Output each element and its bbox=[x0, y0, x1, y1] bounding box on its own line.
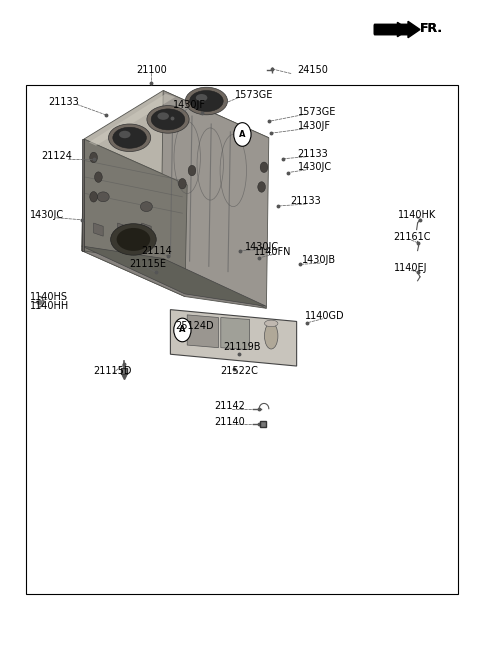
Ellipse shape bbox=[196, 94, 207, 102]
Text: 1140GD: 1140GD bbox=[305, 311, 345, 321]
Ellipse shape bbox=[190, 91, 223, 112]
Polygon shape bbox=[82, 139, 187, 297]
Polygon shape bbox=[170, 310, 297, 366]
Text: 1430JC: 1430JC bbox=[298, 162, 332, 173]
Text: A: A bbox=[239, 130, 246, 139]
Text: 1140FN: 1140FN bbox=[254, 247, 292, 257]
Text: 1140EJ: 1140EJ bbox=[394, 262, 427, 273]
Text: 1430JB: 1430JB bbox=[302, 255, 336, 266]
Text: 21522C: 21522C bbox=[220, 365, 258, 376]
Circle shape bbox=[258, 182, 265, 192]
Circle shape bbox=[95, 172, 102, 182]
Text: 24150: 24150 bbox=[298, 65, 328, 75]
Ellipse shape bbox=[151, 109, 185, 130]
Text: 1140HH: 1140HH bbox=[30, 301, 69, 312]
Text: 21115D: 21115D bbox=[94, 365, 132, 376]
Text: 1573GE: 1573GE bbox=[235, 90, 274, 100]
FancyArrow shape bbox=[374, 22, 420, 37]
Bar bbox=[26, 85, 458, 594]
Text: 1573GE: 1573GE bbox=[298, 106, 336, 117]
Ellipse shape bbox=[264, 323, 278, 349]
Polygon shape bbox=[221, 318, 250, 350]
Text: 21133: 21133 bbox=[298, 149, 328, 159]
Text: 21115E: 21115E bbox=[130, 259, 167, 270]
Ellipse shape bbox=[264, 320, 278, 327]
Text: 1430JC: 1430JC bbox=[245, 241, 279, 252]
Circle shape bbox=[90, 192, 97, 202]
Polygon shape bbox=[82, 246, 266, 306]
Text: FR.: FR. bbox=[420, 22, 443, 35]
Text: 1430JC: 1430JC bbox=[30, 210, 64, 220]
Polygon shape bbox=[142, 223, 151, 236]
Circle shape bbox=[174, 318, 191, 342]
Circle shape bbox=[260, 162, 268, 173]
Text: A: A bbox=[179, 325, 186, 335]
Polygon shape bbox=[82, 251, 266, 308]
FancyArrow shape bbox=[374, 22, 408, 37]
Ellipse shape bbox=[119, 131, 131, 138]
Circle shape bbox=[90, 152, 97, 163]
Text: 1140HK: 1140HK bbox=[398, 209, 437, 220]
Ellipse shape bbox=[185, 87, 228, 115]
Text: 21133: 21133 bbox=[290, 196, 321, 207]
Ellipse shape bbox=[97, 192, 109, 202]
Ellipse shape bbox=[117, 228, 150, 251]
Polygon shape bbox=[84, 91, 269, 185]
Polygon shape bbox=[161, 91, 269, 308]
Text: 1430JF: 1430JF bbox=[298, 121, 331, 131]
Ellipse shape bbox=[140, 202, 153, 212]
Ellipse shape bbox=[157, 112, 169, 120]
Circle shape bbox=[234, 123, 251, 146]
Text: 21140: 21140 bbox=[215, 417, 245, 427]
Ellipse shape bbox=[147, 106, 189, 133]
Text: 1430JF: 1430JF bbox=[173, 100, 206, 110]
Ellipse shape bbox=[110, 224, 156, 255]
Text: 21133: 21133 bbox=[48, 96, 79, 107]
Polygon shape bbox=[187, 315, 218, 348]
Circle shape bbox=[179, 178, 186, 189]
Text: 21114: 21114 bbox=[142, 245, 172, 256]
Text: 21142: 21142 bbox=[215, 401, 245, 411]
Polygon shape bbox=[94, 223, 103, 236]
Text: 21119B: 21119B bbox=[223, 342, 261, 352]
Polygon shape bbox=[118, 223, 127, 236]
Text: 21100: 21100 bbox=[136, 65, 167, 75]
Text: 1140HS: 1140HS bbox=[30, 291, 68, 302]
Ellipse shape bbox=[108, 124, 151, 152]
Circle shape bbox=[188, 165, 196, 176]
Polygon shape bbox=[89, 94, 175, 146]
Ellipse shape bbox=[113, 127, 146, 148]
Polygon shape bbox=[82, 139, 84, 251]
Text: 25124D: 25124D bbox=[175, 321, 214, 331]
Text: 21124: 21124 bbox=[41, 151, 72, 161]
Text: 21161C: 21161C bbox=[394, 232, 431, 243]
Text: FR.: FR. bbox=[420, 22, 443, 35]
